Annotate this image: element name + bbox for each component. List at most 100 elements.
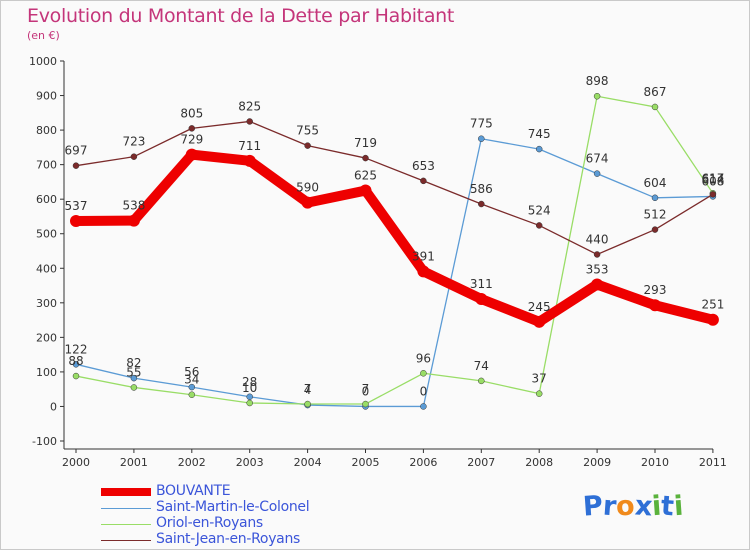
series-line-oriol-en-royans xyxy=(75,95,714,405)
data-label: 512 xyxy=(644,208,667,222)
data-label: 538 xyxy=(122,199,145,213)
x-tick-label: 2005 xyxy=(352,456,380,469)
y-tick-label: 300 xyxy=(36,297,57,310)
data-point xyxy=(188,391,196,398)
data-label: 440 xyxy=(586,232,609,246)
y-tick-label: 0 xyxy=(50,400,57,413)
legend-label: Oriol-en-Royans xyxy=(156,515,263,531)
data-point xyxy=(478,200,485,208)
data-label: 653 xyxy=(412,159,435,173)
chart-unit: (en €) xyxy=(27,29,60,42)
data-point xyxy=(304,142,311,149)
y-tick-label: 800 xyxy=(36,124,57,137)
data-point xyxy=(535,390,543,397)
data-label: 867 xyxy=(644,85,667,99)
data-label: 617 xyxy=(701,171,724,185)
data-label: 311 xyxy=(470,277,493,291)
data-point xyxy=(651,194,659,202)
y-tick-label: 100 xyxy=(36,366,57,379)
data-label: 586 xyxy=(470,182,493,196)
data-label: 56 xyxy=(184,365,199,379)
data-point xyxy=(362,154,369,162)
data-point xyxy=(301,196,314,209)
data-label: 34 xyxy=(184,373,199,387)
data-label: 0 xyxy=(420,384,428,398)
data-point xyxy=(478,135,485,142)
data-point xyxy=(246,399,253,407)
data-label: 55 xyxy=(126,365,141,379)
y-tick-label: 700 xyxy=(36,159,57,172)
data-label: 805 xyxy=(180,106,203,120)
data-label: 96 xyxy=(416,351,431,365)
data-label: 0 xyxy=(362,384,370,398)
data-label: 898 xyxy=(586,74,609,88)
data-point xyxy=(417,265,430,278)
data-point xyxy=(593,251,601,258)
data-label: 4 xyxy=(304,383,312,397)
data-label: 28 xyxy=(242,375,257,389)
data-label: 7 xyxy=(304,382,312,396)
data-label: 590 xyxy=(296,181,319,195)
x-tick-label: 2003 xyxy=(236,456,264,469)
data-label: 723 xyxy=(122,135,145,149)
legend-swatch xyxy=(101,540,151,541)
data-point xyxy=(651,226,659,233)
data-point xyxy=(593,170,601,177)
data-point xyxy=(591,278,604,291)
series-line-bouvante xyxy=(71,149,718,327)
data-label: 74 xyxy=(474,359,489,373)
legend-swatch xyxy=(101,508,151,509)
data-point xyxy=(535,145,543,153)
data-label: 719 xyxy=(354,136,377,150)
legend-label: BOUVANTE xyxy=(156,483,231,499)
data-label: 729 xyxy=(180,133,203,147)
y-tick-label: 500 xyxy=(36,228,57,241)
chart-title: Evolution du Montant de la Dette par Hab… xyxy=(27,5,455,27)
data-label: 251 xyxy=(701,298,724,312)
data-label: 293 xyxy=(644,283,667,297)
data-point xyxy=(420,403,427,410)
series-line-saint-martin-le-colonel xyxy=(75,138,714,408)
data-point xyxy=(420,177,427,185)
data-label: 245 xyxy=(528,300,551,314)
y-tick-label: 1000 xyxy=(29,55,57,68)
data-point xyxy=(188,383,196,391)
data-label: 697 xyxy=(65,144,88,158)
data-point xyxy=(72,361,80,368)
y-tick-label: 200 xyxy=(36,331,57,344)
x-tick-label: 2009 xyxy=(583,456,611,469)
data-label: 88 xyxy=(68,354,83,368)
x-tick-label: 2004 xyxy=(294,456,322,469)
data-point xyxy=(188,125,196,132)
x-tick-label: 2011 xyxy=(699,456,727,469)
data-point xyxy=(304,400,311,408)
x-tick-label: 2006 xyxy=(409,456,437,469)
data-label: 825 xyxy=(238,99,261,113)
legend-swatch xyxy=(101,488,151,496)
data-point xyxy=(130,384,138,391)
x-tick-label: 2002 xyxy=(178,456,206,469)
proxiti-logo: Proxiti xyxy=(582,490,685,523)
data-label: 711 xyxy=(238,139,261,153)
data-point xyxy=(246,118,253,125)
logo-letter: o xyxy=(615,490,636,523)
data-label: 625 xyxy=(354,169,377,183)
data-point xyxy=(706,313,719,326)
y-tick-label: -100 xyxy=(32,435,57,448)
data-point xyxy=(130,153,138,160)
data-point xyxy=(127,214,140,227)
logo-letter: i xyxy=(673,490,685,523)
data-label: 7 xyxy=(362,382,370,396)
data-point xyxy=(185,148,198,161)
data-label: 353 xyxy=(586,263,609,277)
y-tick-label: 600 xyxy=(36,193,57,206)
data-label: 537 xyxy=(65,199,88,213)
data-point xyxy=(709,191,717,198)
y-tick-label: 400 xyxy=(36,262,57,275)
data-point xyxy=(130,374,138,382)
data-point xyxy=(362,400,369,408)
data-label: 614 xyxy=(701,172,724,186)
x-tick-label: 2010 xyxy=(641,456,669,469)
legend-label: Saint-Jean-en-Royans xyxy=(156,531,301,547)
